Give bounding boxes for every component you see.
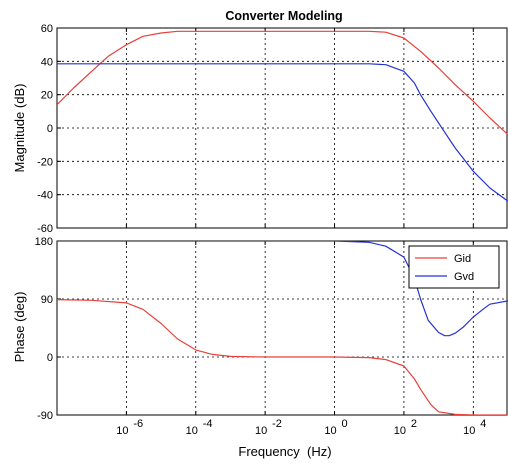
legend: Gid Gvd	[408, 245, 500, 289]
axes-magnitude: -60 -40 -20 0 20 40 60	[37, 23, 508, 235]
y-tick-label: 180	[35, 236, 53, 248]
y-tick-label: 20	[41, 90, 53, 102]
x-tick-label: 10	[255, 425, 267, 437]
legend-box	[408, 245, 500, 289]
x-tick-label: 10	[186, 425, 198, 437]
chart-title: Converter Modeling	[225, 9, 342, 23]
y-axis-label-phase: Phase (deg)	[12, 292, 27, 363]
y-tick-label: 40	[41, 56, 53, 68]
x-tick-exponent: -2	[272, 418, 282, 430]
y-axis-label-magnitude: Magnitude (dB)	[12, 84, 27, 173]
series-line-gid	[57, 30, 508, 136]
legend-label-gid: Gid	[454, 253, 471, 265]
x-tick-label: 10	[116, 425, 128, 437]
y-tick-label: 90	[41, 294, 53, 306]
x-tick-exponent: -6	[133, 418, 143, 430]
y-tick-label: -20	[37, 156, 53, 168]
series-line-gid	[57, 299, 508, 415]
x-tick-exponent: 2	[411, 418, 417, 430]
y-tick-label: 0	[47, 352, 53, 364]
x-tick-exponent: 4	[480, 418, 486, 430]
x-tick-exponent: -4	[203, 418, 213, 430]
y-tick-label: -90	[37, 410, 53, 422]
x-axis-label: Frequency (Hz)	[238, 444, 331, 459]
x-tick-label: 10	[463, 425, 475, 437]
y-tick-label: -40	[37, 190, 53, 202]
series-line-gvd	[57, 63, 508, 202]
y-tick-label: -60	[37, 223, 53, 235]
x-tick-label: 10	[394, 425, 406, 437]
x-tick-exponent: 0	[342, 418, 348, 430]
x-tick-label: 10	[324, 425, 336, 437]
y-tick-label: 60	[41, 23, 53, 35]
y-tick-label: 0	[47, 123, 53, 135]
legend-label-gvd: Gvd	[454, 271, 474, 283]
plot-layers: -60 -40 -20 0 20 40 60 -90 0 90 180 10 -6 10 -4 10 -2 10 0…	[35, 23, 508, 437]
